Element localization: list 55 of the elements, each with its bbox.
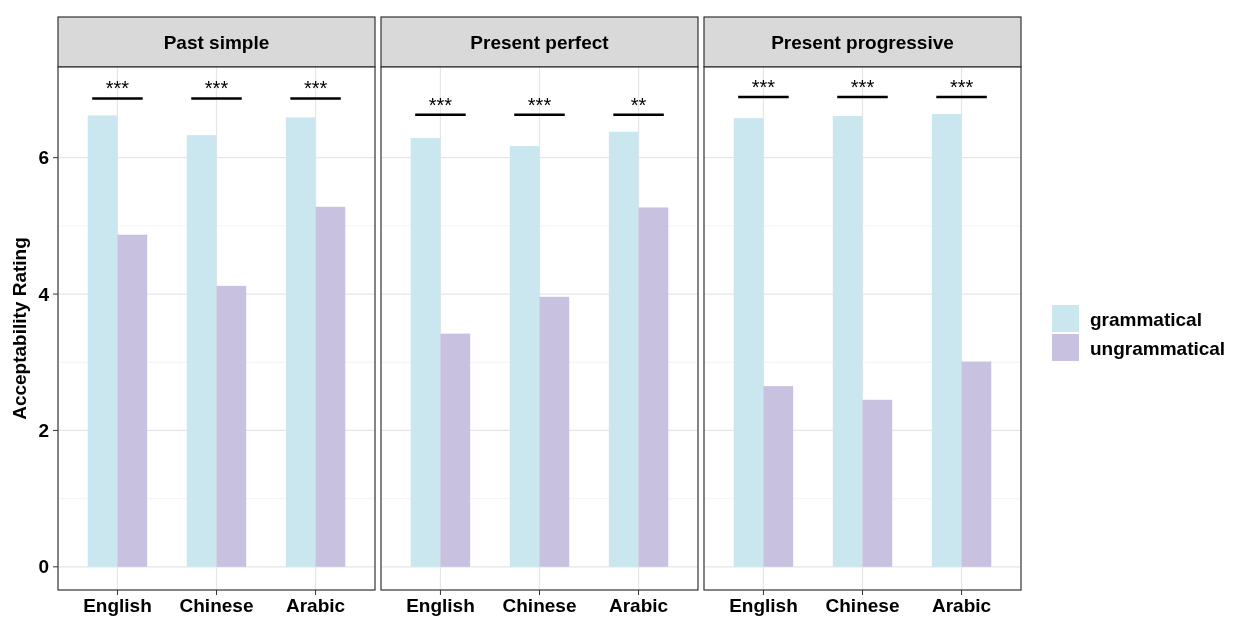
significance-bracket: ***	[837, 76, 888, 99]
x-tick-label: English	[406, 595, 475, 616]
bar	[87, 115, 118, 567]
y-tick-label: 6	[38, 147, 49, 169]
annotation: ***	[428, 93, 453, 116]
x-tick-label: Chinese	[502, 595, 577, 616]
annotation: ***	[105, 77, 130, 100]
x-tick-label: Chinese	[825, 595, 900, 616]
annotation: ***	[751, 76, 776, 99]
annotation: ***	[949, 76, 974, 99]
x-tick-label: English	[83, 595, 152, 616]
legend-label: grammatical	[1090, 308, 1202, 330]
significance-bracket: ***	[936, 76, 987, 99]
y-tick-label: 4	[38, 283, 50, 305]
x-tick-label: Arabic	[608, 595, 669, 616]
legend-label: ungrammatical	[1090, 337, 1226, 359]
x-tick-label: Arabic	[285, 595, 346, 616]
bar	[216, 285, 247, 567]
annotation: ***	[303, 77, 328, 100]
bar	[315, 206, 346, 567]
significance-bracket: ***	[191, 77, 242, 100]
bar	[608, 131, 639, 567]
y-tick-label: 0	[38, 556, 49, 578]
bar	[763, 386, 794, 567]
significance-bracket: ***	[514, 93, 565, 117]
y-tick-label: 2	[38, 420, 49, 442]
x-tick-label: Chinese	[179, 595, 254, 616]
bar	[961, 361, 992, 567]
chart-title: Present progressive	[771, 31, 954, 53]
annotation: ***	[527, 93, 552, 116]
bar	[733, 118, 764, 567]
y-axis-title: Acceptability Rating	[9, 237, 30, 420]
x-tick-label: Arabic	[931, 595, 992, 616]
significance-bracket: ***	[738, 76, 789, 99]
significance-bracket: **	[613, 93, 664, 117]
annotation: **	[630, 93, 647, 116]
bar	[832, 116, 863, 567]
annotation: ***	[204, 77, 229, 100]
bar	[638, 207, 669, 567]
bar	[285, 117, 316, 567]
chart-title: Past simple	[163, 31, 270, 53]
chart-title: Present perfect	[470, 31, 610, 53]
bar	[862, 399, 893, 567]
annotation: ***	[850, 76, 875, 99]
bar	[117, 234, 148, 567]
bar	[539, 296, 570, 567]
significance-bracket: ***	[290, 77, 341, 100]
bar	[410, 137, 441, 567]
significance-bracket: ***	[92, 77, 143, 100]
bar	[509, 146, 540, 567]
bar	[440, 333, 471, 567]
bar	[186, 135, 217, 567]
bar	[931, 114, 962, 567]
significance-bracket: ***	[415, 93, 466, 117]
x-tick-label: English	[729, 595, 798, 616]
